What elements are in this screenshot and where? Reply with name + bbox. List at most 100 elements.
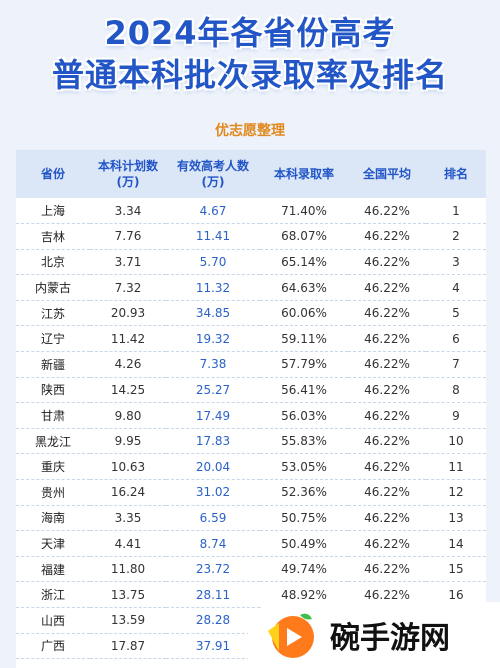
cell-province: 江苏 bbox=[40, 306, 65, 321]
cell-plan: 13.59 bbox=[110, 613, 146, 628]
cell-rank: 2 bbox=[452, 229, 460, 244]
cell-rank: 14 bbox=[448, 536, 464, 551]
cell-rank: 7 bbox=[452, 357, 460, 372]
cell-province: 贵州 bbox=[40, 485, 65, 500]
cell-rank: 8 bbox=[452, 382, 460, 397]
cell-candidates: 34.85 bbox=[195, 306, 231, 321]
table-row: 陕西 14.25 25.27 56.41% 46.22% 8 bbox=[16, 377, 486, 403]
cell-province: 内蒙古 bbox=[34, 281, 71, 296]
cell-province: 福建 bbox=[40, 562, 65, 577]
watermark-text: 碗手游网 bbox=[330, 621, 450, 656]
table-body: 上海 3.34 4.67 71.40% 46.22% 1 吉林 7.76 11.41 68.07%… bbox=[16, 198, 486, 659]
cell-plan: 4.26 bbox=[114, 357, 142, 372]
cell-national-avg: 46.22% bbox=[364, 331, 410, 346]
cell-plan: 16.24 bbox=[110, 485, 146, 500]
cell-rate: 53.05% bbox=[281, 459, 327, 474]
cell-candidates: 8.74 bbox=[199, 536, 227, 551]
cell-rank: 11 bbox=[448, 459, 464, 474]
cell-rank: 15 bbox=[448, 562, 464, 577]
cell-rank: 12 bbox=[448, 485, 464, 500]
cell-province: 重庆 bbox=[40, 460, 65, 475]
cell-rate: 55.83% bbox=[281, 434, 327, 449]
cell-national-avg: 46.22% bbox=[364, 203, 410, 218]
cell-national-avg: 46.22% bbox=[364, 562, 410, 577]
cell-plan: 3.34 bbox=[114, 203, 142, 218]
cell-national-avg: 46.22% bbox=[364, 229, 410, 244]
cell-plan: 9.80 bbox=[114, 408, 142, 423]
cell-national-avg: 46.22% bbox=[364, 459, 410, 474]
play-logo-icon bbox=[268, 613, 314, 658]
cell-national-avg: 46.22% bbox=[364, 357, 410, 372]
cell-rate: 60.06% bbox=[281, 306, 327, 321]
cell-national-avg: 46.22% bbox=[364, 408, 410, 423]
subtitle: 优志愿整理 bbox=[215, 123, 285, 139]
table-row: 甘肃 9.80 17.49 56.03% 46.22% 9 bbox=[16, 403, 486, 429]
table-header-row: 省份 本科计划数 (万) 有效高考人数 (万) 本科录取率 全国平均 排名 bbox=[16, 150, 486, 198]
cell-plan: 14.25 bbox=[110, 382, 146, 397]
page-title: 2024年各省份高考 普通本科批次录取率及排名 bbox=[0, 12, 500, 96]
cell-rate: 59.11% bbox=[281, 331, 327, 346]
table-row: 吉林 7.76 11.41 68.07% 46.22% 2 bbox=[16, 224, 486, 250]
cell-candidates: 31.02 bbox=[195, 485, 231, 500]
cell-province: 海南 bbox=[40, 511, 65, 526]
table-row: 江苏 20.93 34.85 60.06% 46.22% 5 bbox=[16, 300, 486, 326]
cell-plan: 3.71 bbox=[114, 254, 142, 269]
cell-province: 吉林 bbox=[40, 229, 65, 244]
cell-plan: 11.80 bbox=[110, 562, 146, 577]
table-row: 内蒙古 7.32 11.32 64.63% 46.22% 4 bbox=[16, 275, 486, 301]
cell-rate: 56.41% bbox=[281, 382, 327, 397]
table-row: 贵州 16.24 31.02 52.36% 46.22% 12 bbox=[16, 480, 486, 506]
cell-candidates: 17.83 bbox=[195, 434, 231, 449]
cell-rank: 10 bbox=[448, 434, 464, 449]
cell-candidates: 25.27 bbox=[195, 382, 231, 397]
cell-plan: 3.35 bbox=[114, 510, 142, 525]
cell-plan: 13.75 bbox=[110, 587, 146, 602]
table-row: 上海 3.34 4.67 71.40% 46.22% 1 bbox=[16, 198, 486, 224]
cell-province: 陕西 bbox=[40, 383, 65, 398]
cell-province: 广西 bbox=[40, 639, 65, 654]
cell-province: 新疆 bbox=[40, 357, 65, 372]
cell-national-avg: 46.22% bbox=[364, 306, 410, 321]
cell-plan: 4.41 bbox=[114, 536, 142, 551]
cell-rate: 64.63% bbox=[281, 280, 327, 295]
cell-candidates: 11.32 bbox=[195, 280, 231, 295]
cell-plan: 11.42 bbox=[110, 331, 146, 346]
table-row: 辽宁 11.42 19.32 59.11% 46.22% 6 bbox=[16, 326, 486, 352]
table-row: 重庆 10.63 20.04 53.05% 46.22% 11 bbox=[16, 454, 486, 480]
cell-national-avg: 46.22% bbox=[364, 382, 410, 397]
cell-candidates: 28.11 bbox=[195, 587, 231, 602]
title-line-2: 普通本科批次录取率及排名 bbox=[51, 56, 448, 94]
cell-plan: 10.63 bbox=[110, 459, 146, 474]
cell-province: 上海 bbox=[40, 204, 65, 219]
cell-candidates: 19.32 bbox=[195, 331, 231, 346]
header-candidates: 有效高考人数 (万) bbox=[176, 159, 249, 189]
table-row: 北京 3.71 5.70 65.14% 46.22% 3 bbox=[16, 249, 486, 275]
cell-national-avg: 46.22% bbox=[364, 485, 410, 500]
cell-plan: 20.93 bbox=[110, 306, 146, 321]
cell-rate: 52.36% bbox=[281, 485, 327, 500]
cell-province: 浙江 bbox=[40, 588, 65, 603]
cell-national-avg: 46.22% bbox=[364, 280, 410, 295]
cell-national-avg: 46.22% bbox=[364, 536, 410, 551]
cell-rank: 13 bbox=[448, 510, 464, 525]
table-row: 新疆 4.26 7.38 57.79% 46.22% 7 bbox=[16, 352, 486, 378]
cell-plan: 17.87 bbox=[110, 638, 146, 653]
watermark-badge: 碗手游网 bbox=[248, 602, 500, 668]
cell-rate: 71.40% bbox=[281, 203, 327, 218]
cell-province: 北京 bbox=[40, 255, 65, 270]
header-province: 省份 bbox=[40, 167, 65, 181]
cell-candidates: 20.04 bbox=[195, 459, 231, 474]
cell-rate: 50.75% bbox=[281, 510, 327, 525]
table-row: 天津 4.41 8.74 50.49% 46.22% 14 bbox=[16, 531, 486, 557]
cell-rate: 68.07% bbox=[281, 229, 327, 244]
cell-province: 辽宁 bbox=[40, 332, 65, 347]
cell-province: 天津 bbox=[40, 537, 65, 552]
cell-province: 山西 bbox=[40, 613, 65, 628]
cell-province: 黑龙江 bbox=[34, 434, 71, 449]
cell-candidates: 28.28 bbox=[195, 613, 231, 628]
title-line-1: 2024年各省份高考 bbox=[104, 14, 396, 52]
table-row: 黑龙江 9.95 17.83 55.83% 46.22% 10 bbox=[16, 428, 486, 454]
cell-rank: 1 bbox=[452, 203, 460, 218]
cell-candidates: 23.72 bbox=[195, 562, 231, 577]
cell-rank: 16 bbox=[448, 587, 464, 602]
